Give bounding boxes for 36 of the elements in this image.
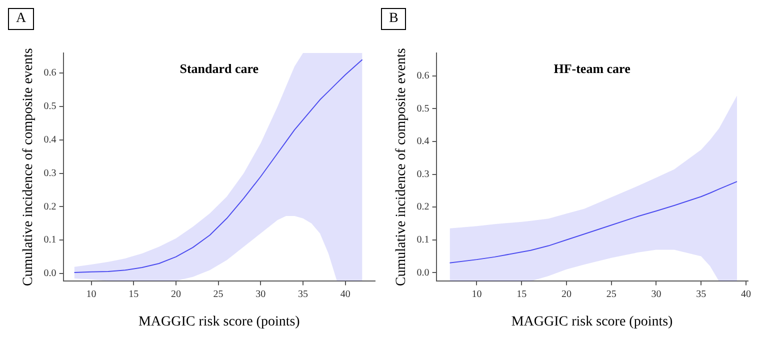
x-tick-label: 25 — [606, 288, 616, 300]
y-tick-label: 0.0 — [416, 267, 430, 278]
y-tick-label: 0.2 — [44, 201, 56, 212]
x-tick-label: 25 — [213, 288, 224, 300]
x-tick-label: 35 — [298, 288, 308, 300]
x-tick-label: 30 — [651, 288, 662, 300]
text: HF-team care — [554, 60, 631, 76]
y-tick-label: 0.4 — [416, 136, 430, 148]
text: Standard care — [180, 60, 259, 76]
x-axis-title: MAGGIC risk score (points) — [511, 314, 674, 330]
y-tick-label: 0.0 — [44, 268, 56, 280]
y-tick-label: 0.3 — [44, 168, 56, 179]
x-tick-label: 20 — [561, 288, 572, 300]
y-tick-label: 0.6 — [416, 70, 430, 82]
y-axis-title: Cumulative incidence of composite events — [21, 48, 36, 286]
x-axis-title: MAGGIC risk score (points) — [138, 314, 300, 330]
x-tick-label: 40 — [340, 288, 350, 300]
x-tick-label: 30 — [256, 288, 266, 300]
x-tick-label: 15 — [516, 288, 527, 300]
y-axis-title: Cumulative incidence of composite events — [394, 48, 410, 286]
y-tick-label: 0.6 — [44, 68, 56, 79]
x-tick-label: 10 — [86, 288, 96, 300]
y-tick-label: 0.5 — [416, 103, 430, 114]
x-tick-label: 15 — [128, 288, 139, 300]
x-tick-label: 35 — [696, 288, 706, 300]
x-tick-label: 20 — [170, 288, 181, 300]
x-tick-label: 10 — [472, 288, 482, 300]
y-tick-label: 0.5 — [44, 101, 56, 112]
y-tick-label: 0.3 — [416, 168, 430, 180]
text: A — [8, 8, 34, 30]
text: B — [381, 8, 406, 30]
y-tick-label: 0.1 — [44, 234, 56, 246]
y-tick-label: 0.4 — [44, 134, 56, 146]
y-tick-label: 0.2 — [416, 202, 430, 213]
y-tick-label: 0.1 — [416, 234, 430, 246]
x-tick-label: 40 — [740, 288, 751, 300]
